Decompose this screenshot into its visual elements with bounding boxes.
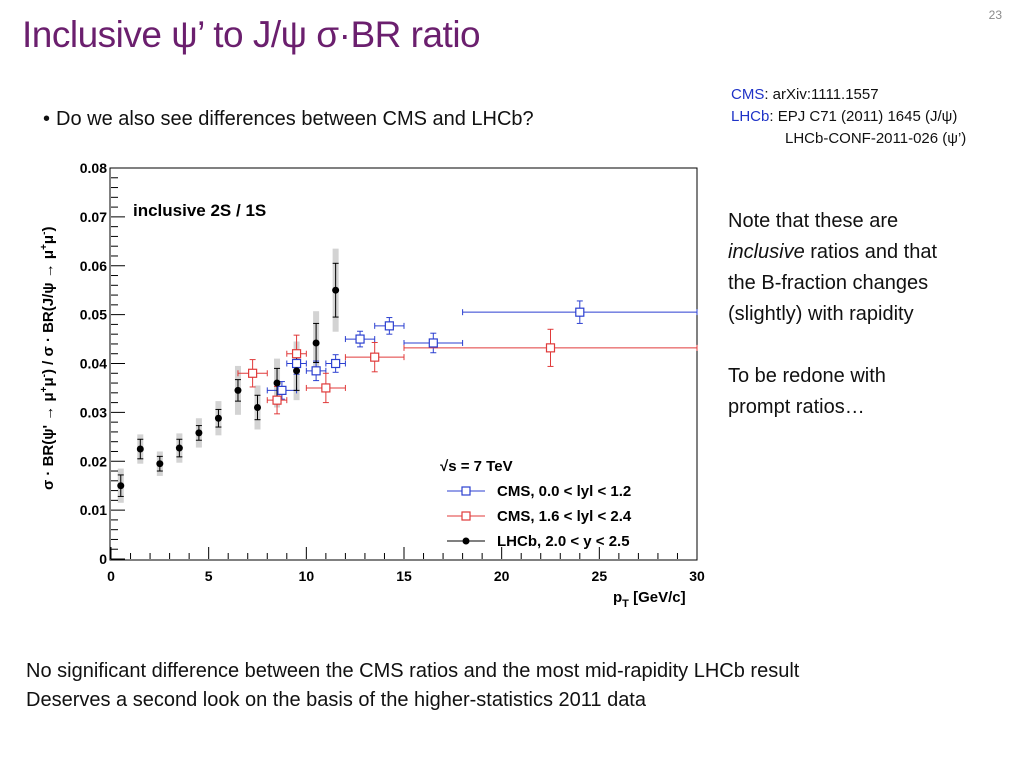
chart-legend: √s = 7 TeV CMS, 0.0 < lyl < 1.2 CMS, 1.6 … (440, 458, 632, 550)
note-line-5: To be redone with (728, 365, 886, 387)
data-point (273, 379, 281, 387)
legend-marker (461, 486, 471, 496)
data-point (428, 338, 438, 348)
data-point (355, 334, 365, 344)
ref-cms-key: CMS (731, 86, 765, 103)
ref-lhcb-conf: LHCb-CONF-2011-026 (ψ’) (785, 130, 967, 147)
bullet-question: • Do we also see differences between CMS… (43, 108, 534, 131)
note-line-2: inclusive ratios and that (728, 237, 998, 268)
x-tick-label: 20 (494, 568, 510, 584)
legend-label: LHCb, 2.0 < y < 2.5 (497, 533, 630, 550)
y-tick-label: 0.01 (80, 502, 107, 518)
legend-label: CMS, 1.6 < lyl < 2.4 (497, 508, 632, 525)
data-point (136, 445, 144, 453)
data-point (332, 286, 340, 294)
legend-label: CMS, 0.0 < lyl < 1.2 (497, 483, 631, 500)
y-tick-label: 0.08 (80, 160, 107, 176)
data-point (175, 444, 183, 452)
ref-cms-text: : arXiv:1111.1557 (764, 86, 879, 103)
data-point (384, 321, 394, 331)
y-tick-label: 0.05 (80, 307, 107, 323)
data-markers (117, 286, 585, 490)
data-point (195, 429, 203, 437)
y-tick-label: 0.06 (80, 258, 107, 274)
x-axis-label: pT [GeV/c] (613, 589, 686, 610)
conclusion-line-2: Deserves a second look on the basis of t… (26, 689, 646, 711)
legend-marker (461, 511, 471, 521)
legend-marker (462, 537, 470, 545)
ref-cms: CMS: arXiv:1111.1557 (731, 84, 966, 106)
data-point (117, 482, 125, 490)
x-tick-label: 10 (299, 568, 315, 584)
y-tick-label: 0.07 (80, 209, 107, 225)
note-line-2-rest: ratios and that (804, 241, 938, 263)
x-tick-label: 0 (107, 568, 115, 584)
references: CMS: arXiv:1111.1557 LHCb: EPJ C71 (2011… (731, 84, 966, 150)
data-point (272, 395, 282, 405)
data-point (575, 307, 585, 317)
bullet-text: Do we also see differences between CMS a… (56, 108, 534, 130)
x-tick-label: 15 (396, 568, 412, 584)
conclusions: No significant difference between the CM… (26, 657, 799, 715)
slide-number: 23 (988, 8, 1002, 22)
systematic-bands (117, 248, 339, 503)
note-line-4: (slightly) with rapidity (728, 303, 914, 325)
data-point (214, 414, 222, 422)
axes: 0 5 10 15 20 25 30 0 0.01 0.02 0.03 0.04 0.05 0.06 0.0… (80, 160, 705, 584)
note-line-6: prompt ratios… (728, 396, 865, 418)
data-point (331, 358, 341, 369)
ref-lhcb-text: : EPJ C71 (2011) 1645 (J/ψ) (769, 108, 958, 125)
error-bars (117, 262, 698, 497)
data-point (254, 403, 261, 411)
y-axis-label: σ · BR(ψ' → μ+μ-) / σ · BR(J/ψ → μ+μ-) (39, 227, 57, 490)
ref-lhcb: LHCb: EPJ C71 (2011) 1645 (J/ψ) (731, 106, 966, 128)
chart-annotation: inclusive 2S / 1S (133, 201, 266, 220)
y-tick-label: 0.02 (80, 453, 107, 469)
data-point (291, 349, 302, 359)
data-point (311, 366, 321, 376)
data-point (293, 367, 301, 375)
x-tick-label: 25 (592, 568, 608, 584)
slide-title: Inclusive ψ’ to J/ψ σ·BR ratio (22, 14, 481, 55)
x-tick-label: 5 (205, 568, 213, 584)
conclusion-line-1: No significant difference between the CM… (26, 660, 800, 682)
x-tick-label: 30 (689, 568, 705, 584)
data-point (156, 460, 164, 468)
data-point (291, 358, 302, 369)
legend-title: √s = 7 TeV (440, 458, 513, 475)
note-line-3: the B-fraction changes (728, 272, 929, 294)
note-line-1: Note that these are (728, 210, 899, 232)
data-point (321, 383, 331, 393)
y-tick-label: 0 (99, 551, 107, 567)
note-emphasis: inclusive (728, 241, 805, 263)
data-point (370, 352, 380, 362)
plot-frame (109, 167, 698, 561)
ref-lhcb-key: LHCb (731, 108, 770, 125)
y-tick-label: 0.03 (80, 404, 107, 420)
data-point (248, 368, 258, 378)
data-point (312, 339, 320, 347)
y-tick-label: 0.04 (80, 356, 107, 372)
bullet-marker: • (43, 108, 51, 130)
data-point (234, 386, 242, 394)
side-note: Note that these are inclusive ratios and… (728, 206, 998, 423)
data-point (277, 385, 287, 395)
data-point (545, 343, 556, 353)
